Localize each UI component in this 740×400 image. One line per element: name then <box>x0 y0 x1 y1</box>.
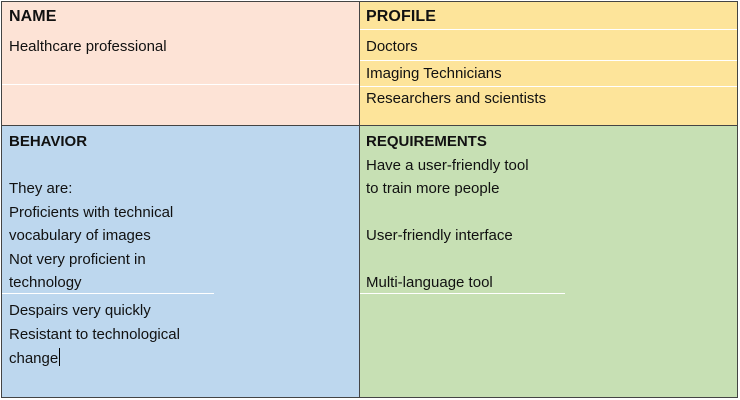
behavior-line-2[interactable]: Proficients with technical <box>9 204 174 221</box>
behavior-line-7[interactable]: Resistant to technological <box>9 326 180 343</box>
profile-panel: PROFILE Doctors Imaging Technicians Rese… <box>359 1 738 126</box>
profile-divider-1 <box>360 60 737 61</box>
requirements-divider <box>360 293 565 294</box>
behavior-heading: BEHAVIOR <box>9 133 88 150</box>
behavior-line-8-text: change <box>9 350 59 367</box>
behavior-line-3[interactable]: vocabulary of images <box>9 227 151 244</box>
name-divider <box>2 84 359 85</box>
requirements-line-3[interactable]: User-friendly interface <box>366 227 513 244</box>
requirements-heading: REQUIREMENTS <box>366 133 487 150</box>
requirements-line-1[interactable]: Have a user-friendly tool <box>366 157 529 174</box>
profile-item-researchers[interactable]: Researchers and scientists <box>366 90 547 107</box>
profile-divider-top <box>360 29 737 30</box>
name-heading: NAME <box>9 8 57 25</box>
requirements-line-2[interactable]: to train more people <box>366 180 500 197</box>
profile-item-imaging-technicians[interactable]: Imaging Technicians <box>366 65 502 82</box>
text-cursor <box>59 348 61 366</box>
profile-divider-2 <box>360 86 737 87</box>
behavior-divider <box>2 293 214 294</box>
behavior-line-8[interactable]: change <box>9 348 61 369</box>
behavior-line-4[interactable]: Not very proficient in <box>9 251 146 268</box>
profile-item-doctors[interactable]: Doctors <box>366 38 418 55</box>
behavior-panel: BEHAVIOR They are: Proficients with tech… <box>1 125 360 398</box>
requirements-panel: REQUIREMENTS Have a user-friendly tool t… <box>359 125 738 398</box>
name-panel: NAME Healthcare professional <box>1 1 360 126</box>
behavior-line-1[interactable]: They are: <box>9 180 73 197</box>
requirements-line-4[interactable]: Multi-language tool <box>366 274 493 291</box>
behavior-line-6[interactable]: Despairs very quickly <box>9 302 151 319</box>
behavior-line-5[interactable]: technology <box>9 274 82 291</box>
profile-heading: PROFILE <box>366 8 437 25</box>
name-value[interactable]: Healthcare professional <box>9 38 167 55</box>
